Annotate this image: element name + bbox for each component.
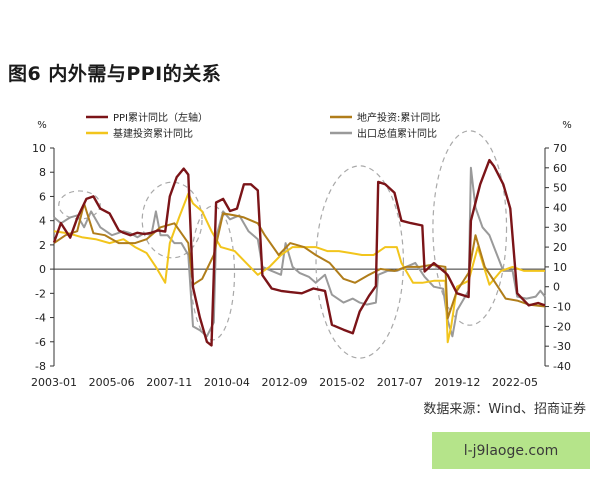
right-tick-label: 10 (553, 261, 567, 274)
left-tick-label: 8 (39, 166, 46, 179)
legend-label: 基建投资累计同比 (113, 127, 193, 140)
right-tick-label: 40 (553, 201, 567, 214)
chart-title: 图6 内外需与PPI的关系 (8, 63, 222, 85)
left-tick-label: -6 (35, 336, 46, 349)
legend-label: 地产投资:累计同比 (357, 111, 440, 124)
highlight-ellipse (432, 130, 508, 326)
left-tick-label: 10 (32, 142, 46, 155)
highlight-ellipse (315, 165, 405, 359)
right-tick-label: 50 (553, 182, 567, 195)
watermark-badge[interactable]: l-j9laoge.com (432, 432, 590, 469)
series-line-3 (53, 166, 546, 338)
right-tick-label: 30 (553, 221, 567, 234)
x-tick-label: 2019-12 (434, 376, 480, 389)
right-tick-label: 60 (553, 162, 567, 175)
right-tick-label: -40 (553, 360, 571, 373)
right-tick-label: -10 (553, 301, 571, 314)
left-tick-label: 2 (39, 239, 46, 252)
left-tick-label: 6 (39, 190, 46, 203)
x-tick-label: 2010-04 (204, 376, 250, 389)
x-tick-label: 2005-06 (89, 376, 135, 389)
chart-area: 1086420-2-4-6-8706050403020100-10-20-30-… (31, 111, 572, 389)
series-line-2 (53, 192, 545, 344)
x-tick-label: 2017-07 (377, 376, 423, 389)
source-note: 数据来源：Wind、招商证券 (423, 402, 586, 417)
x-tick-label: 2022-05 (492, 376, 538, 389)
series-line-1 (53, 202, 546, 320)
right-tick-label: 20 (553, 241, 567, 254)
left-axis-unit: % (37, 120, 47, 131)
left-tick-label: 4 (39, 215, 46, 228)
right-tick-label: 0 (553, 281, 560, 294)
series-group (52, 158, 546, 347)
highlight-ellipses (58, 130, 508, 359)
x-tick-label: 2003-01 (31, 376, 77, 389)
legend-label: PPI累计同比（左轴） (113, 111, 208, 124)
x-tick-label: 2012-09 (262, 376, 308, 389)
right-tick-label: -30 (553, 340, 571, 353)
x-tick-label: 2007-11 (146, 376, 192, 389)
axes: 1086420-2-4-6-8706050403020100-10-20-30-… (31, 120, 572, 389)
highlight-ellipse (141, 181, 203, 259)
right-tick-label: 70 (553, 142, 567, 155)
series-line-0 (52, 158, 546, 347)
x-tick-label: 2015-02 (319, 376, 365, 389)
legend-label: 出口总值累计同比 (357, 127, 437, 140)
left-tick-label: 0 (39, 263, 46, 276)
right-tick-label: -20 (553, 320, 571, 333)
left-tick-label: -2 (35, 287, 46, 300)
right-axis-unit: % (562, 120, 572, 131)
left-tick-label: -4 (35, 312, 46, 325)
left-tick-label: -8 (35, 360, 46, 373)
